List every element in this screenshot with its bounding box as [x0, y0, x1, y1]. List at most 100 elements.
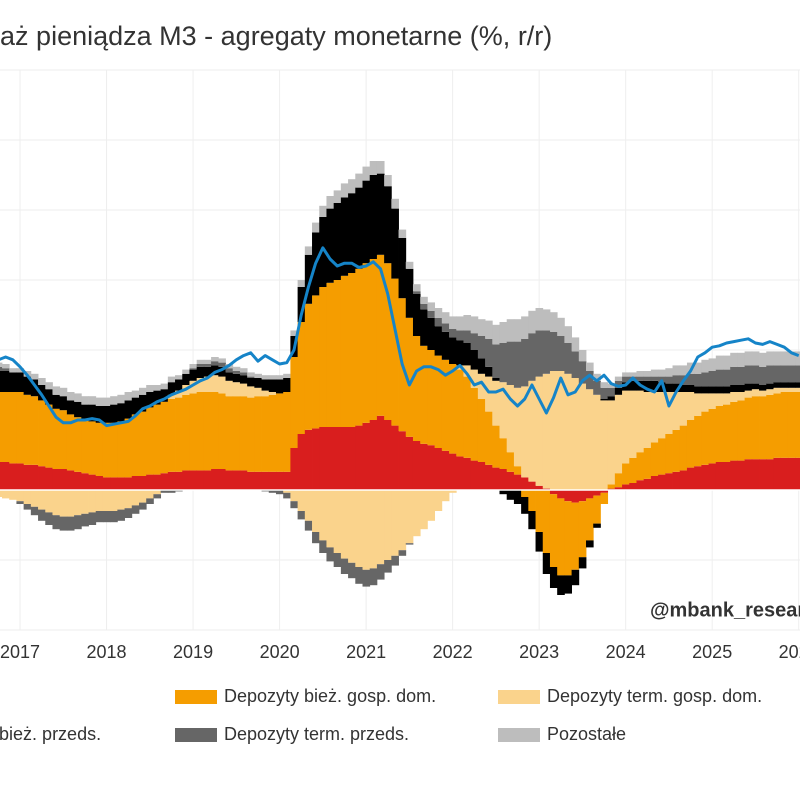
bar-segment: [203, 366, 212, 377]
bar-segment: [268, 375, 277, 380]
bar-segment: [571, 337, 580, 352]
bar-segment: [744, 459, 753, 490]
bar-segment: [355, 173, 363, 188]
bar-segment: [506, 490, 515, 500]
bar-segment: [708, 408, 717, 464]
legend-label: Depozyty bież. gosp. dom.: [224, 686, 436, 706]
x-tick-label: 2017: [0, 642, 40, 662]
bar-segment: [593, 394, 601, 490]
bar-segment: [686, 385, 695, 392]
bar-segment: [622, 390, 630, 464]
bar-segment: [773, 382, 782, 388]
bar-segment: [189, 470, 198, 490]
bar-segment: [160, 389, 169, 402]
bar-segment: [196, 359, 205, 364]
bar-segment: [95, 406, 104, 423]
bar-segment: [643, 371, 652, 377]
bar-segment: [593, 495, 601, 524]
bar-segment: [232, 382, 241, 397]
bar-segment: [723, 386, 731, 394]
bar-segment: [9, 392, 17, 464]
bar-segment: [268, 471, 277, 490]
bar-segment: [787, 392, 796, 458]
bar-segment: [650, 476, 659, 490]
bar-segment: [153, 404, 162, 475]
bar-segment: [535, 485, 544, 490]
bar-segment: [614, 473, 623, 488]
bar-segment: [665, 473, 673, 490]
bar-segment: [665, 392, 673, 434]
bar-segment: [586, 371, 594, 390]
bar-segment: [348, 427, 356, 490]
bar-segment: [593, 380, 601, 395]
bar-segment: [730, 352, 738, 367]
bar-segment: [636, 371, 645, 377]
bar-segment: [138, 411, 147, 476]
bar-segment: [513, 466, 522, 475]
bar-segment: [780, 392, 789, 458]
bar-segment: [319, 427, 327, 490]
bar-segment: [369, 175, 378, 259]
bar-segment: [528, 481, 536, 490]
bar-segment: [679, 365, 688, 376]
bar-segment: [74, 490, 82, 516]
bar-segment: [672, 392, 681, 430]
bar-segment: [398, 431, 407, 490]
bar-segment: [362, 490, 371, 570]
bar-segment: [283, 373, 291, 378]
bar-segment: [427, 490, 436, 521]
bar-segment: [643, 376, 652, 381]
bar-segment: [412, 294, 421, 336]
bar-segment: [275, 471, 284, 490]
bar-segment: [751, 383, 760, 390]
bar-segment: [261, 379, 270, 391]
bar-segment: [701, 359, 709, 373]
bar-segment: [780, 457, 789, 490]
bar-segment: [391, 278, 399, 426]
bar-segment: [30, 490, 39, 507]
legend-swatch: [175, 690, 217, 704]
bar-segment: [427, 350, 436, 446]
bar-segment: [102, 406, 111, 423]
bar-segment: [759, 459, 767, 490]
bar-segment: [376, 173, 385, 255]
bar-segment: [766, 365, 774, 384]
bar-segment: [254, 387, 262, 397]
bar-segment: [167, 471, 176, 490]
bar-segment: [117, 490, 125, 510]
bar-segment: [463, 365, 472, 377]
bar-segment: [398, 550, 407, 556]
bar-segment: [88, 512, 97, 525]
bar-segment: [535, 308, 544, 331]
bar-segment: [74, 471, 82, 490]
bar-segment: [773, 365, 782, 383]
bar-segment: [355, 490, 363, 567]
bar-segment: [45, 467, 53, 490]
bar-segment: [74, 393, 82, 402]
bar-segment: [499, 490, 508, 495]
bar-segment: [52, 469, 61, 490]
bar-segment: [622, 463, 630, 485]
bar-segment: [542, 373, 551, 489]
bar-segment: [211, 375, 219, 392]
bar-segment: [153, 474, 162, 490]
bar-segment: [38, 466, 46, 490]
bar-segment: [607, 484, 616, 489]
bar-segment: [160, 490, 169, 493]
bar-segment: [715, 369, 724, 387]
bar-segment: [477, 399, 486, 462]
bar-segment: [38, 378, 46, 385]
overlay: [0, 246, 800, 491]
bar-segment: [564, 343, 572, 374]
bar-segment: [175, 375, 183, 380]
bar-segment: [362, 569, 371, 587]
bar-segment: [449, 337, 457, 364]
bar-segment: [420, 303, 428, 310]
bar-segment: [614, 394, 623, 474]
bar-segment: [499, 382, 508, 439]
bar-segment: [427, 302, 436, 311]
bar-segment: [686, 392, 695, 420]
bar-segment: [744, 383, 753, 391]
bar-segment: [376, 564, 385, 580]
